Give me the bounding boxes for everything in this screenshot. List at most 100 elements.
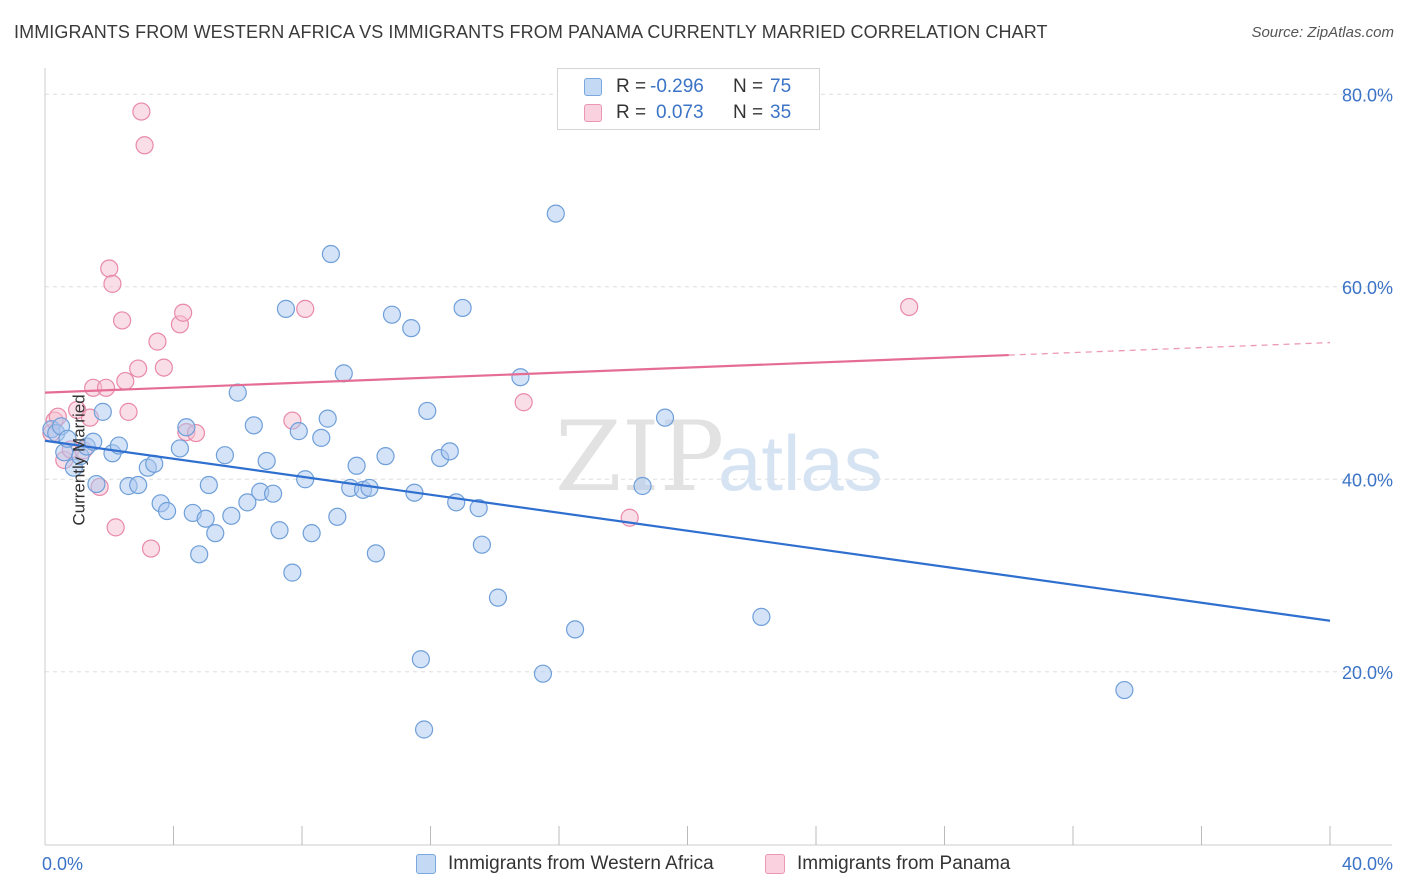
n-label: N = xyxy=(733,102,764,123)
western-africa-point xyxy=(414,720,434,739)
y-tick-label: 40.0% xyxy=(1342,470,1393,490)
correlation-legend: R = -0.296 N = 75 R = 0.073 N = 35 xyxy=(557,68,820,130)
watermark-zip: ZIP xyxy=(555,401,724,513)
panama-trend-line xyxy=(44,353,1009,394)
legend-swatch-pink xyxy=(765,854,785,874)
western-africa-point xyxy=(270,521,289,540)
western-africa-point xyxy=(488,588,508,607)
western-africa-point xyxy=(533,664,553,683)
western-africa-point xyxy=(752,607,771,626)
panama-point xyxy=(148,332,167,351)
western-africa-point xyxy=(257,451,276,471)
western-africa-point xyxy=(334,364,353,383)
gridlines xyxy=(45,93,1392,673)
panama-point xyxy=(96,378,116,397)
panama-point xyxy=(116,371,135,391)
panama-point xyxy=(103,274,122,293)
legend-label: Immigrants from Western Africa xyxy=(448,853,714,874)
n-label: N = xyxy=(733,76,764,97)
western-africa-point xyxy=(129,475,148,495)
n-value: 35 xyxy=(770,102,792,123)
trend-lines xyxy=(44,341,1331,622)
western-africa-point xyxy=(93,402,112,421)
legend-row-panama: R = 0.073 N = 35 xyxy=(558,100,819,126)
x-tick-label: 40.0% xyxy=(1342,854,1393,874)
x-tick-label: 0.0% xyxy=(42,854,83,874)
western-africa-trend-line xyxy=(44,439,1331,622)
panama-point xyxy=(132,102,151,121)
western-africa-point xyxy=(312,428,331,447)
western-africa-point xyxy=(157,501,177,521)
r-value: -0.296 xyxy=(650,76,704,97)
western-africa-point xyxy=(382,305,402,324)
legend-row-western-africa: R = -0.296 N = 75 xyxy=(558,74,819,100)
panama-point xyxy=(174,303,193,322)
watermark: ZIP atlas xyxy=(555,401,883,513)
western-africa-point xyxy=(177,418,196,437)
y-tick-label: 20.0% xyxy=(1342,663,1393,683)
legend-swatch-blue xyxy=(416,854,436,874)
western-africa-point xyxy=(453,298,472,318)
western-africa-point xyxy=(366,544,385,563)
panama-point xyxy=(141,539,161,558)
panama-point xyxy=(106,518,125,537)
western-africa-point xyxy=(170,439,190,458)
western-africa-point xyxy=(244,416,263,435)
y-tick-label: 60.0% xyxy=(1342,278,1393,298)
watermark-atlas: atlas xyxy=(718,419,883,507)
western-africa-point xyxy=(546,204,565,223)
western-africa-point xyxy=(228,383,247,402)
western-africa-point xyxy=(87,474,106,494)
western-africa-point xyxy=(376,447,395,466)
panama-point xyxy=(900,297,919,317)
western-africa-point xyxy=(447,493,466,512)
western-africa-point xyxy=(469,499,488,518)
western-africa-point xyxy=(633,476,652,496)
axes xyxy=(44,68,1392,846)
western-africa-point xyxy=(402,319,421,338)
n-value: 75 xyxy=(770,76,792,97)
western-africa-points xyxy=(42,204,1134,739)
chart-title: IMMIGRANTS FROM WESTERN AFRICA VS IMMIGR… xyxy=(14,22,1048,42)
panama-point xyxy=(129,359,148,378)
western-africa-point xyxy=(565,620,585,639)
western-africa-point xyxy=(655,408,675,427)
western-africa-point xyxy=(215,446,234,465)
panama-point xyxy=(154,358,173,377)
western-africa-point xyxy=(302,524,321,543)
tick-labels: 20.0% 40.0% 60.0% 80.0% 0.0% 40.0% xyxy=(42,85,1393,874)
panama-point xyxy=(119,402,138,421)
panama-point xyxy=(135,136,154,155)
panama-point xyxy=(100,259,119,278)
western-africa-point xyxy=(289,422,308,441)
western-africa-point xyxy=(190,545,209,564)
panama-point xyxy=(296,299,315,318)
western-africa-point xyxy=(440,442,459,461)
r-value: 0.073 xyxy=(656,102,704,123)
western-africa-point xyxy=(347,456,366,475)
western-africa-point xyxy=(411,650,430,669)
panama-point xyxy=(514,393,533,412)
r-label: R = xyxy=(616,76,647,97)
western-africa-point xyxy=(263,484,283,503)
western-africa-point xyxy=(199,475,218,495)
western-africa-point xyxy=(418,401,437,421)
western-africa-point xyxy=(328,507,347,526)
western-africa-point xyxy=(511,368,530,387)
y-axis-label: Currently Married xyxy=(69,394,89,526)
western-africa-point xyxy=(206,524,225,543)
r-label: R = xyxy=(616,102,647,123)
source-credit: Source: ZipAtlas.com xyxy=(1251,24,1394,41)
western-africa-point xyxy=(238,493,257,512)
legend-swatch-blue xyxy=(584,78,602,96)
panama-trend-line-extension xyxy=(1008,341,1331,356)
western-africa-point xyxy=(472,535,491,554)
western-africa-point xyxy=(318,409,337,428)
western-africa-point xyxy=(276,299,296,318)
y-tick-label: 80.0% xyxy=(1342,85,1393,105)
legend-swatch-pink xyxy=(584,104,602,122)
western-africa-point xyxy=(196,509,215,528)
western-africa-point xyxy=(222,506,241,525)
western-africa-point xyxy=(283,563,302,582)
